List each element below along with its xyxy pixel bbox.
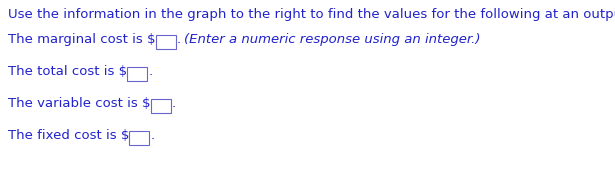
FancyBboxPatch shape bbox=[156, 35, 175, 49]
FancyBboxPatch shape bbox=[129, 131, 149, 145]
Text: .: . bbox=[172, 97, 176, 110]
Text: The variable cost is $: The variable cost is $ bbox=[8, 97, 151, 110]
Text: .: . bbox=[177, 33, 181, 46]
Text: Use the information in the graph to the right to find the values for the followi: Use the information in the graph to the … bbox=[8, 8, 615, 21]
Text: The fixed cost is $: The fixed cost is $ bbox=[8, 129, 129, 142]
Text: (Enter a numeric response using an integer.): (Enter a numeric response using an integ… bbox=[183, 33, 480, 46]
Text: .: . bbox=[151, 129, 154, 142]
Text: The total cost is $: The total cost is $ bbox=[8, 65, 127, 78]
Text: .: . bbox=[148, 65, 153, 78]
FancyBboxPatch shape bbox=[127, 67, 147, 81]
Text: The marginal cost is $: The marginal cost is $ bbox=[8, 33, 156, 46]
FancyBboxPatch shape bbox=[151, 99, 170, 113]
